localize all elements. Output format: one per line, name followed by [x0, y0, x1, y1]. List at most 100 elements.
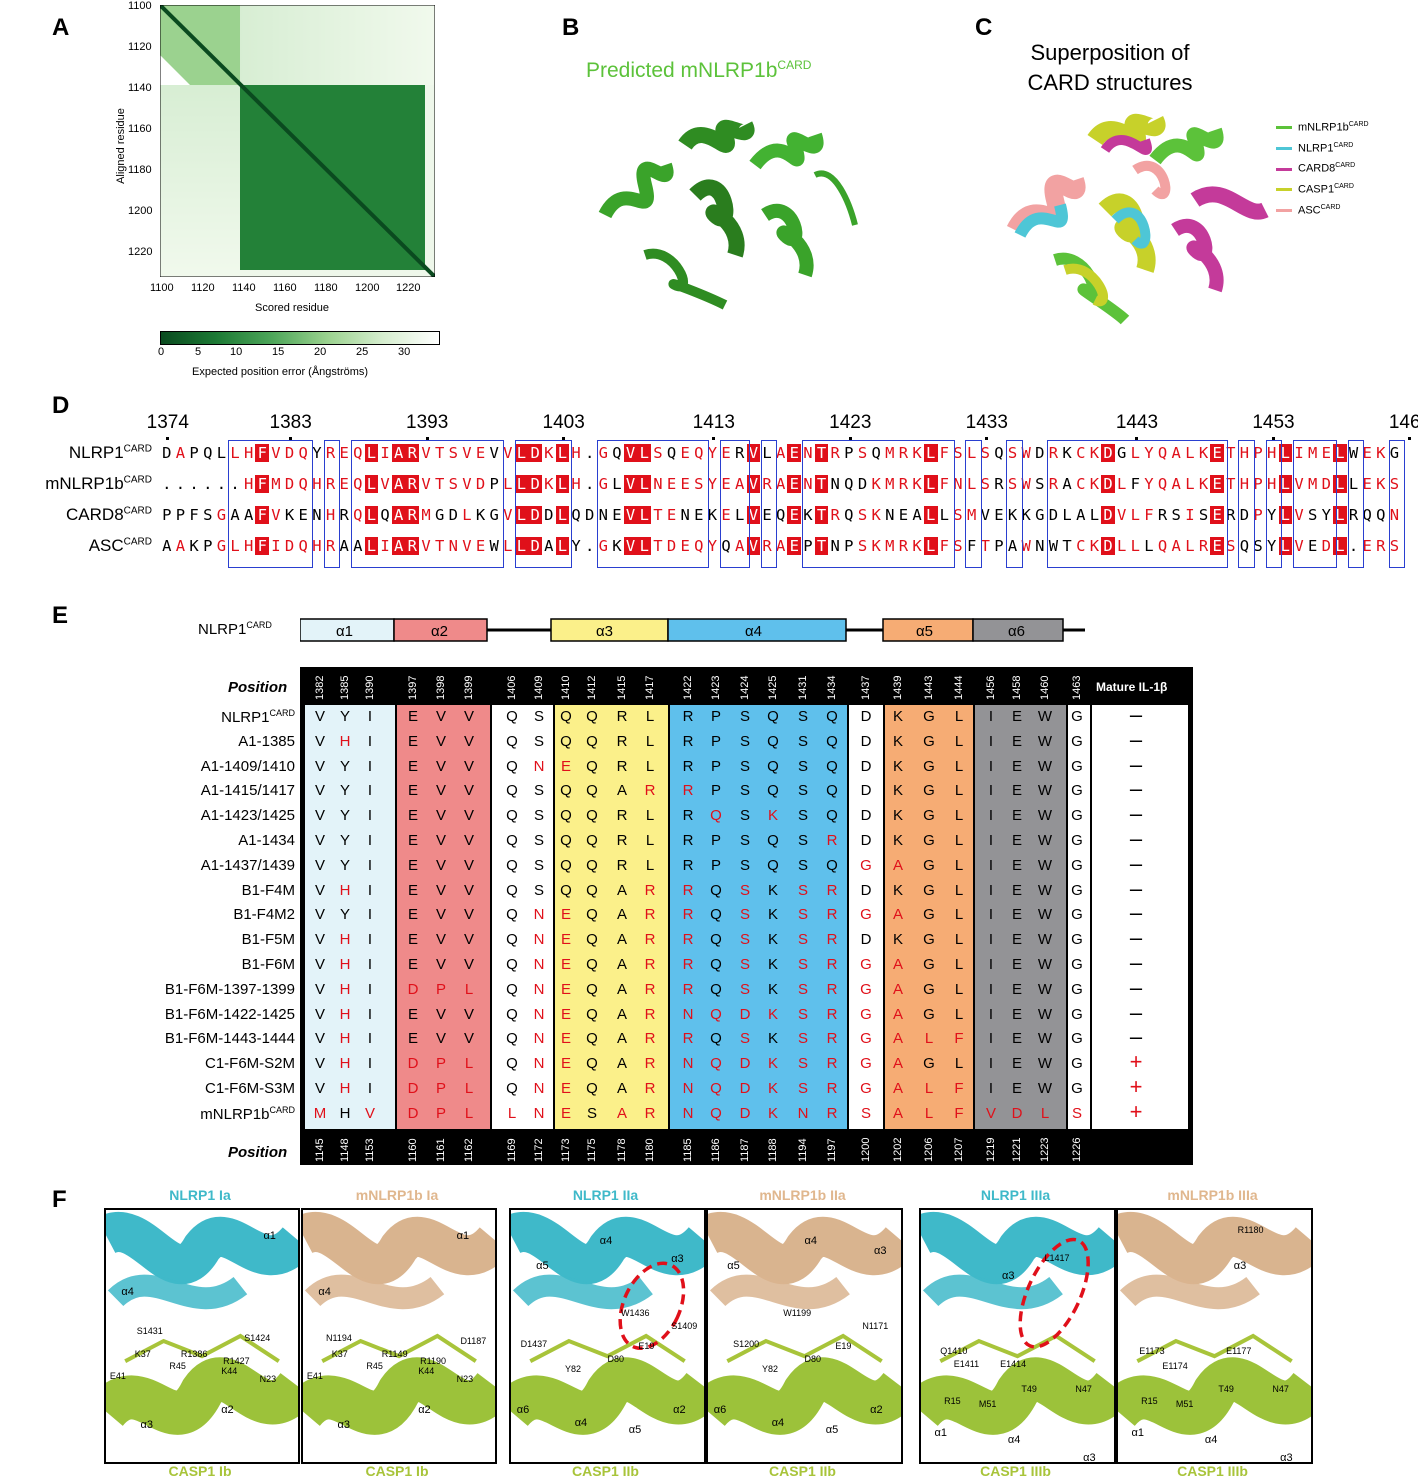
residue: Q: [612, 444, 622, 462]
residue: V: [746, 475, 761, 493]
seq-name-text: NLRP1: [68, 443, 124, 462]
conservation-box: [596, 440, 709, 568]
residue-label: Y82: [565, 1363, 582, 1374]
residue: V: [623, 444, 638, 462]
residue: E: [694, 506, 704, 524]
f-panel-subtitle: CASP1 IIb: [769, 1463, 836, 1479]
alignment-tick-dot: [425, 437, 429, 440]
residue: Q: [694, 444, 704, 462]
residue: S: [1253, 537, 1263, 555]
residue: E: [721, 475, 731, 493]
residue: N: [598, 506, 608, 524]
residue: E: [1362, 537, 1372, 555]
construct-name: B1-F6M-1443-1444: [110, 1030, 295, 1047]
residue: T: [1226, 444, 1236, 462]
residue: Q: [775, 506, 786, 524]
residue: Q: [666, 444, 677, 462]
f-structure-art: [303, 1212, 495, 1435]
panel-label-a: A: [52, 14, 70, 41]
residue: D: [284, 537, 295, 555]
residue: K: [871, 506, 881, 524]
legend-entry: CARD8CARD: [1276, 157, 1369, 178]
helix-label: α6: [713, 1404, 727, 1417]
sequence-alignment: NLRP1CARD D A P Q L L H F V D Q Y R E Q L I A R V T S V E V V L D K L H…: [0, 440, 1418, 580]
residue: H: [243, 537, 254, 555]
residue: D: [857, 475, 868, 493]
residue: K: [189, 537, 199, 555]
residue: P: [994, 537, 1004, 555]
f-structure-panel: α4 α5 α3 W1199 N1171 S1200 E19 Y82 D80 α6 α4 α5 α2: [706, 1208, 903, 1464]
residue: P: [1253, 506, 1263, 524]
residue: E: [1321, 444, 1331, 462]
residue-label: R1190: [420, 1356, 446, 1367]
residue: E: [787, 506, 802, 524]
f-panel-subtitle: CASP1 IIIb: [1177, 1463, 1248, 1479]
residue: L: [462, 506, 472, 524]
alignment-position-number: 1423: [829, 412, 872, 433]
residue: V: [746, 444, 761, 462]
residue: F: [1130, 475, 1140, 493]
residue: T: [653, 537, 663, 555]
residue: A: [175, 444, 186, 462]
residue: S: [694, 475, 704, 493]
f-structure-art: [1118, 1212, 1311, 1435]
residue: I: [380, 444, 390, 462]
residue: K: [1062, 444, 1072, 462]
residue: L: [1185, 475, 1195, 493]
residue: K: [1089, 444, 1100, 462]
residue: A: [1007, 537, 1018, 555]
residue: H: [312, 537, 322, 555]
construct-name-text: A1-1437/1439: [200, 856, 295, 874]
f-panel-subtitle: CASP1 Ib: [365, 1463, 429, 1479]
residue-label: N47: [1272, 1383, 1289, 1394]
residue: A: [353, 537, 363, 555]
card-superposition: [995, 110, 1285, 330]
residue: L: [637, 475, 652, 493]
residue: N: [830, 475, 840, 493]
residue: K: [1089, 475, 1100, 493]
residue: V: [623, 475, 638, 493]
residue: H: [325, 506, 336, 524]
residue: H: [312, 475, 322, 493]
panel-label-d: D: [52, 392, 70, 419]
helix-label: α4: [1007, 1434, 1021, 1447]
residue-label: Q1410: [940, 1346, 968, 1357]
residue: L: [637, 537, 652, 555]
residue: Q: [694, 537, 704, 555]
alignment-tick-dot: [1135, 437, 1139, 440]
residue: Y: [1321, 506, 1331, 524]
residue: F: [1144, 506, 1154, 524]
residue: H: [571, 444, 581, 462]
alignment-seq-name: mNLRP1bCARD: [0, 474, 152, 494]
residue: K: [1198, 475, 1209, 493]
construct-name: mNLRP1bCARD: [110, 1105, 295, 1123]
residue: A: [1062, 475, 1072, 493]
helix-label: α3: [873, 1245, 887, 1258]
residue: R: [1348, 506, 1359, 524]
residue: K: [544, 444, 554, 462]
residue: S: [953, 506, 963, 524]
residue: S: [653, 444, 663, 462]
residue: P: [203, 537, 213, 555]
residue: C: [1076, 537, 1086, 555]
f-panel-title: NLRP1 IIIa: [980, 1187, 1051, 1203]
helix-label-a2: α2: [431, 623, 449, 640]
residue: P: [1253, 444, 1263, 462]
alignment-position-number: 1413: [692, 412, 735, 433]
residue: F: [255, 444, 270, 462]
residue: E: [721, 444, 731, 462]
panel-label-c: C: [975, 14, 993, 41]
residue-label: W1199: [783, 1308, 812, 1319]
residue: S: [980, 444, 990, 462]
residue: L: [503, 537, 513, 555]
residue: K: [912, 537, 922, 555]
residue: D: [1321, 475, 1331, 493]
residue: L: [923, 537, 938, 555]
residue: E: [762, 506, 772, 524]
alignment-position-number: 1374: [146, 412, 189, 433]
residue: K: [912, 444, 922, 462]
residue: R: [898, 444, 909, 462]
residue: S: [1035, 475, 1045, 493]
residue: A: [912, 506, 922, 524]
alignment-tick-dot: [985, 437, 989, 440]
